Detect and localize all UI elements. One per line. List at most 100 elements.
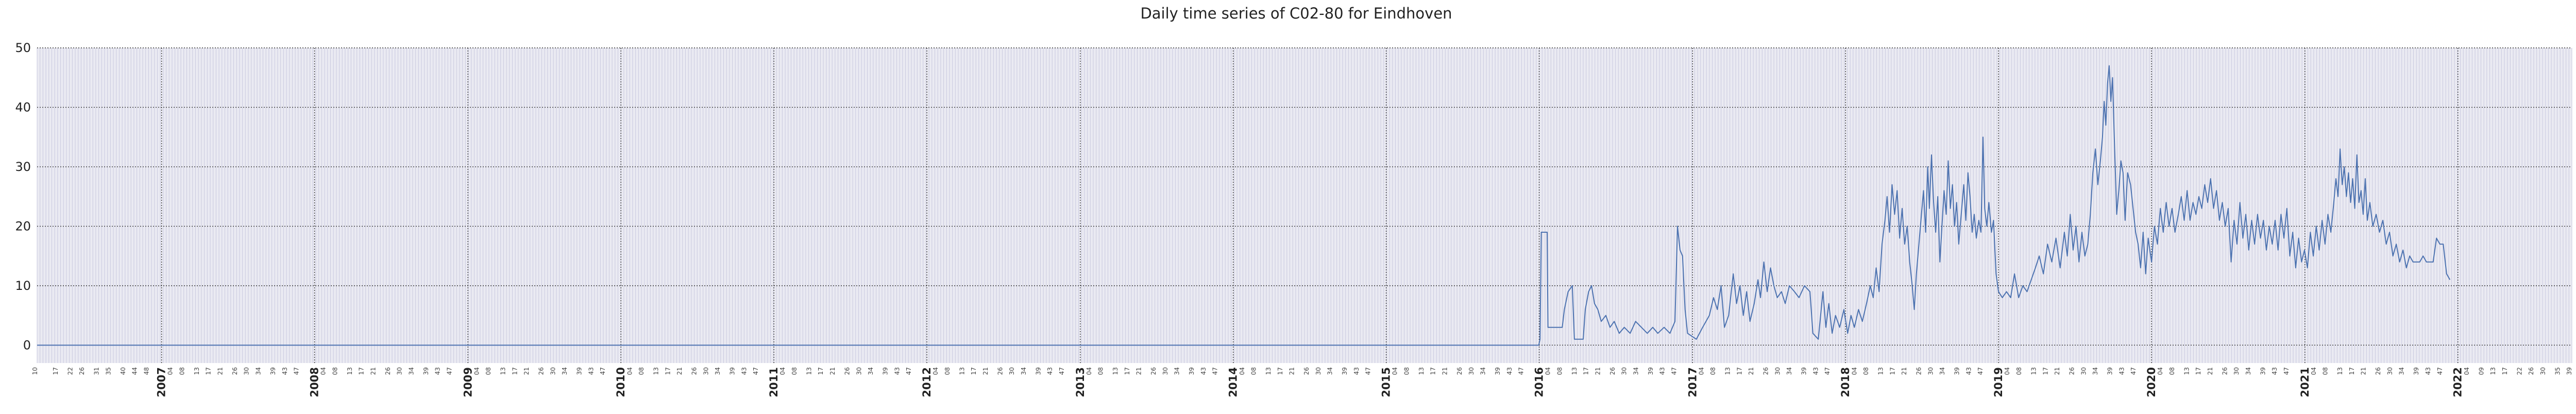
week-tick-label: 17 bbox=[2348, 367, 2355, 375]
week-tick-label: 17 bbox=[2042, 367, 2049, 375]
week-tick-label: 17 bbox=[1430, 367, 1437, 375]
week-tick-label: 47 bbox=[446, 367, 453, 375]
week-tick-label: 30 bbox=[396, 367, 403, 375]
week-tick-label: 43 bbox=[1506, 367, 1513, 375]
week-tick-label: 08 bbox=[1862, 367, 1870, 375]
week-tick-label: 30 bbox=[855, 367, 862, 375]
week-tick-label: 43 bbox=[893, 367, 901, 375]
week-tick-label: 34 bbox=[408, 367, 415, 375]
week-tick-label: 17 bbox=[2195, 367, 2202, 375]
year-tick-label: 2008 bbox=[309, 367, 321, 397]
week-tick-label: 04 bbox=[2310, 367, 2317, 375]
week-tick-label: 08 bbox=[944, 367, 951, 375]
week-tick-label: 47 bbox=[599, 367, 606, 375]
week-tick-label: 26 bbox=[2221, 367, 2228, 375]
week-tick-label: 26 bbox=[691, 367, 698, 375]
week-tick-label: 34 bbox=[1632, 367, 1639, 375]
week-tick-label: 30 bbox=[1774, 367, 1781, 375]
week-tick-label: 34 bbox=[867, 367, 874, 375]
week-tick-label: 13 bbox=[346, 367, 353, 375]
week-tick-label: 39 bbox=[1188, 367, 1195, 375]
week-tick-label: 13 bbox=[193, 367, 200, 375]
week-tick-label: 08 bbox=[1709, 367, 1717, 375]
week-tick-label: 39 bbox=[2413, 367, 2420, 375]
year-tick-label: 2022 bbox=[2452, 367, 2464, 397]
week-tick-label: 34 bbox=[561, 367, 568, 375]
week-tick-label: 30 bbox=[1927, 367, 1934, 375]
week-tick-label: 04 bbox=[1239, 367, 1246, 375]
week-tick-label: 39 bbox=[576, 367, 583, 375]
week-tick-label: 13 bbox=[1724, 367, 1732, 375]
week-tick-label: 08 bbox=[2015, 367, 2023, 375]
week-tick-label: 43 bbox=[740, 367, 748, 375]
week-tick-label: 34 bbox=[2398, 367, 2405, 375]
week-tick-label: 47 bbox=[1824, 367, 1831, 375]
week-tick-label: 39 bbox=[1035, 367, 1042, 375]
week-tick-label: 39 bbox=[2107, 367, 2114, 375]
week-tick-label: 47 bbox=[905, 367, 912, 375]
week-tick-label: 13 bbox=[500, 367, 507, 375]
year-tick-label: 2012 bbox=[921, 367, 933, 397]
week-tick-label: 13 bbox=[1877, 367, 1885, 375]
week-tick-label: 13 bbox=[958, 367, 965, 375]
week-tick-label: 44 bbox=[131, 367, 139, 375]
week-tick-label: 04 bbox=[1545, 367, 1552, 375]
week-tick-label: 26 bbox=[843, 367, 851, 375]
week-tick-label: 17 bbox=[511, 367, 518, 375]
week-tick-label: 34 bbox=[1939, 367, 1946, 375]
week-tick-label: 43 bbox=[2118, 367, 2125, 375]
week-tick-label: 43 bbox=[281, 367, 289, 375]
week-tick-label: 43 bbox=[1965, 367, 1972, 375]
week-tick-label: 39 bbox=[882, 367, 889, 375]
week-tick-label: 17 bbox=[1736, 367, 1743, 375]
week-tick-label: 43 bbox=[434, 367, 442, 375]
y-tick-label: 20 bbox=[15, 219, 31, 233]
week-tick-label: 21 bbox=[369, 367, 377, 375]
year-tick-label: 2013 bbox=[1074, 367, 1087, 397]
week-tick-label: 26 bbox=[2375, 367, 2382, 375]
week-tick-label: 08 bbox=[2322, 367, 2329, 375]
week-tick-label: 26 bbox=[1303, 367, 1310, 375]
week-tick-label: 30 bbox=[1468, 367, 1475, 375]
week-tick-label: 43 bbox=[2425, 367, 2432, 375]
year-tick-label: 2010 bbox=[615, 367, 627, 397]
week-tick-label: 34 bbox=[255, 367, 262, 375]
week-tick-label: 26 bbox=[384, 367, 392, 375]
week-tick-label: 39 bbox=[1647, 367, 1654, 375]
week-tick-label: 08 bbox=[1097, 367, 1105, 375]
y-axis-ticks: 0 10 20 30 40 50 bbox=[15, 41, 31, 352]
week-tick-label: 04 bbox=[1698, 367, 1705, 375]
week-tick-label: 13 bbox=[805, 367, 812, 375]
week-tick-label: 43 bbox=[1200, 367, 1207, 375]
week-tick-label: 17 bbox=[970, 367, 977, 375]
week-tick-label: 21 bbox=[1594, 367, 1601, 375]
week-tick-label: 08 bbox=[178, 367, 185, 375]
week-tick-label: 13 bbox=[1571, 367, 1578, 375]
week-tick-label: 39 bbox=[729, 367, 736, 375]
week-tick-label: 17 bbox=[358, 367, 365, 375]
week-tick-label: 43 bbox=[2271, 367, 2278, 375]
week-tick-label: 08 bbox=[791, 367, 798, 375]
year-tick-label: 2019 bbox=[1992, 367, 2005, 397]
week-tick-label: 17 bbox=[52, 367, 59, 375]
year-tick-label: 2018 bbox=[1839, 367, 1852, 397]
week-tick-label: 21 bbox=[523, 367, 530, 375]
week-tick-label: 30 bbox=[1008, 367, 1015, 375]
week-tick-label: 21 bbox=[2207, 367, 2214, 375]
week-tick-label: 30 bbox=[2539, 367, 2547, 375]
week-tick-label: 30 bbox=[549, 367, 556, 375]
week-tick-label: 21 bbox=[1136, 367, 1143, 375]
year-tick-label: 2007 bbox=[156, 367, 168, 397]
week-tick-label: 13 bbox=[2183, 367, 2190, 375]
week-tick-label: 08 bbox=[1403, 367, 1410, 375]
week-tick-label: 26 bbox=[231, 367, 239, 375]
series-group bbox=[37, 65, 2451, 346]
week-tick-label: 04 bbox=[2463, 367, 2470, 375]
week-tick-label: 13 bbox=[2030, 367, 2037, 375]
week-tick-label: 43 bbox=[1046, 367, 1054, 375]
year-tick-label: 2011 bbox=[768, 367, 780, 397]
week-tick-label: 08 bbox=[485, 367, 492, 375]
week-tick-label: 04 bbox=[1392, 367, 1399, 375]
